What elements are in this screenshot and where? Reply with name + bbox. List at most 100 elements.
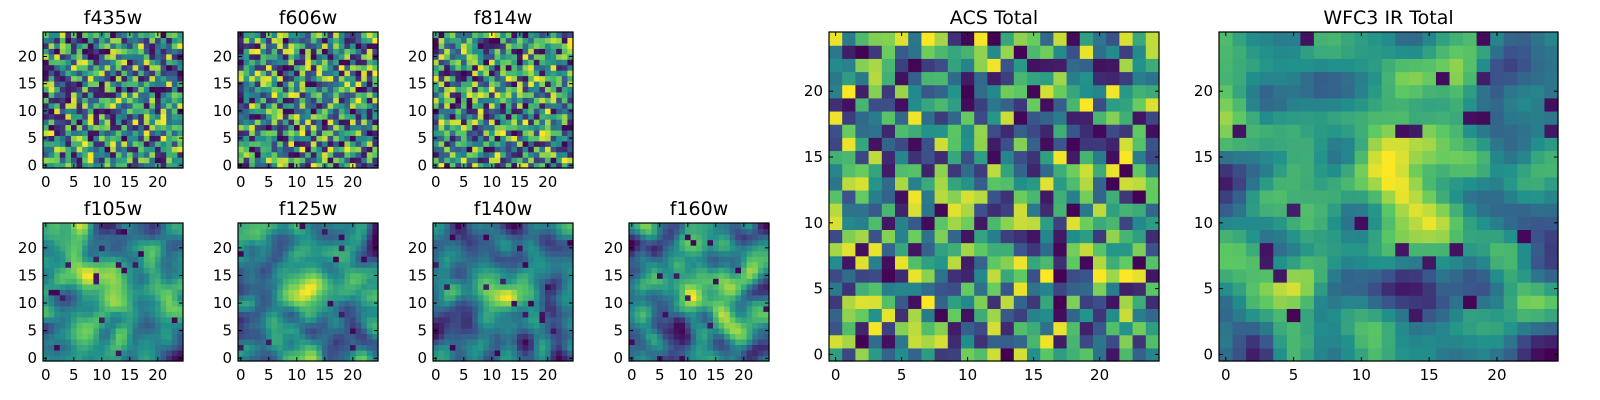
heatmap-cell	[433, 157, 440, 164]
heatmap-cell	[149, 70, 156, 77]
heatmap-cell	[65, 289, 72, 296]
heatmap-cell	[104, 256, 111, 263]
heatmap-cell	[483, 316, 490, 323]
heatmap-cell	[271, 102, 278, 109]
heatmap-cell	[673, 239, 680, 246]
heatmap-cell	[741, 228, 748, 235]
heatmap-cell	[282, 37, 289, 44]
heatmap-cell	[310, 42, 317, 49]
heatmap-cell	[355, 97, 362, 104]
heatmap-cell	[455, 228, 462, 235]
heatmap-cell	[355, 223, 362, 230]
heatmap-cell	[444, 283, 451, 290]
heatmap-cell	[350, 124, 357, 131]
heatmap-cell	[679, 338, 686, 346]
heatmap-cell	[444, 32, 451, 39]
heatmap-cell	[143, 113, 150, 120]
heatmap-cell	[1053, 255, 1068, 270]
heatmap-cell	[266, 333, 273, 340]
heatmap-cell	[121, 80, 128, 87]
heatmap-cell	[1119, 334, 1134, 349]
heatmap-cell	[288, 75, 295, 82]
heatmap-cell	[110, 124, 117, 131]
heatmap-cell	[556, 234, 563, 241]
heatmap-cell	[522, 48, 529, 55]
heatmap-cell	[316, 278, 323, 285]
heatmap-cell	[511, 64, 518, 71]
heatmap-cell	[65, 108, 72, 115]
heatmap-cell	[82, 140, 89, 147]
heatmap-cell	[366, 300, 373, 307]
heatmap-cell	[372, 250, 379, 257]
heatmap-cell	[299, 300, 306, 307]
heatmap-cell	[550, 239, 557, 246]
heatmap-cell	[539, 250, 546, 257]
heatmap-cell	[249, 48, 256, 55]
heatmap-cell	[316, 113, 323, 120]
heatmap-cell	[567, 261, 574, 268]
heatmap-cell	[338, 344, 345, 351]
heatmap-cell	[271, 119, 278, 126]
heatmap-cell	[104, 59, 111, 66]
heatmap-cell	[254, 75, 261, 82]
y-tick-label: 0	[417, 156, 427, 174]
heatmap-cell	[895, 242, 909, 257]
heatmap-cell	[288, 64, 295, 71]
heatmap-cell	[132, 349, 139, 357]
heatmap-cell	[757, 338, 764, 346]
heatmap-cell	[517, 75, 524, 82]
heatmap-cell	[87, 151, 94, 158]
heatmap-cell	[282, 64, 289, 71]
heatmap-cell	[160, 283, 167, 290]
heatmap-cell	[143, 37, 150, 44]
heatmap-cell	[567, 267, 574, 274]
heatmap-cell	[645, 305, 652, 312]
heatmap-cell	[494, 311, 501, 318]
heatmap-cell	[316, 59, 323, 66]
heatmap-cell	[249, 108, 256, 115]
heatmap-cell	[707, 355, 714, 362]
heatmap-cell	[545, 250, 552, 257]
heatmap-cell	[477, 37, 484, 44]
heatmap-cell	[539, 234, 546, 241]
heatmap-cell	[567, 64, 574, 71]
heatmap-cell	[115, 102, 122, 109]
heatmap-cell	[260, 272, 267, 279]
heatmap-cell	[449, 129, 456, 136]
heatmap-cell	[1106, 334, 1120, 349]
heatmap-cell	[110, 113, 117, 120]
heatmap-cell	[640, 289, 647, 296]
heatmap-cell	[54, 278, 61, 285]
heatmap-cell	[54, 86, 61, 93]
heatmap-cell	[243, 140, 250, 147]
heatmap-cell	[372, 75, 379, 82]
heatmap-cell	[338, 91, 345, 98]
heatmap-cell	[517, 59, 524, 66]
heatmap-cell	[249, 234, 256, 241]
heatmap-cell	[127, 327, 134, 334]
heatmap-cell	[350, 333, 357, 340]
heatmap-cell	[115, 135, 122, 142]
heatmap-cell	[842, 347, 856, 362]
heatmap-cell	[921, 176, 936, 191]
heatmap-cell	[127, 349, 134, 357]
heatmap-cell	[277, 70, 284, 77]
heatmap-cell	[477, 97, 484, 104]
heatmap-cell	[539, 97, 546, 104]
heatmap-cell	[238, 59, 245, 66]
heatmap-cell	[322, 289, 329, 296]
heatmap-cell	[533, 294, 540, 301]
heatmap-cell	[361, 86, 368, 93]
heatmap-cell	[1053, 203, 1068, 217]
heatmap-cell	[277, 223, 284, 230]
heatmap-cell	[138, 108, 145, 115]
heatmap-cell	[316, 300, 323, 307]
heatmap-cell	[455, 86, 462, 93]
heatmap-cell	[104, 97, 111, 104]
heatmap-cell	[76, 223, 83, 230]
heatmap-cell	[494, 37, 501, 44]
heatmap-cell	[921, 229, 936, 244]
heatmap-cell	[82, 239, 89, 246]
heatmap-cell	[829, 334, 843, 349]
heatmap-cell	[305, 245, 312, 252]
